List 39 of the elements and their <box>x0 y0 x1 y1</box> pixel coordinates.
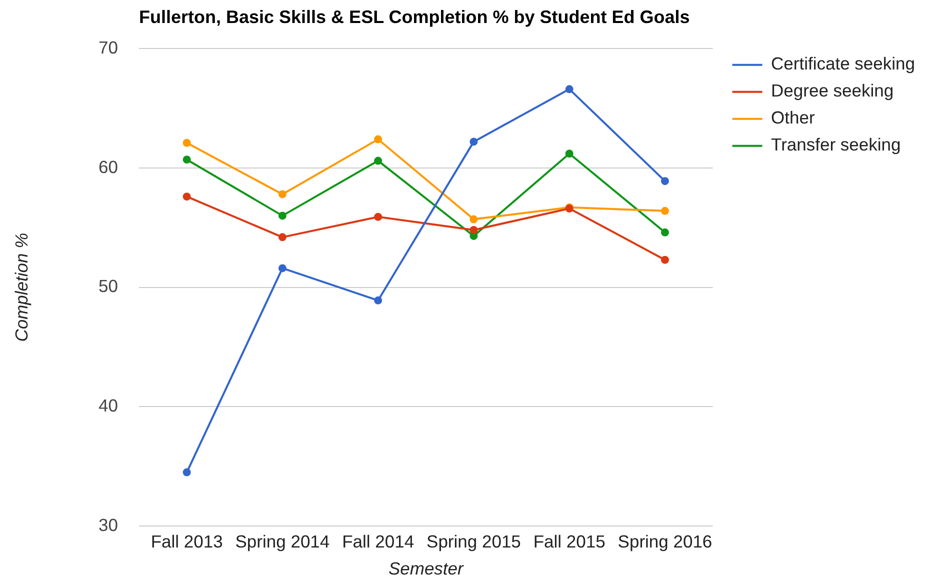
x-tick-label: Fall 2015 <box>533 531 606 552</box>
y-axis-title: Completion % <box>11 232 32 342</box>
point <box>565 150 574 158</box>
y-tick-label: 30 <box>98 514 118 535</box>
legend-label: Other <box>771 108 815 128</box>
point <box>660 228 669 236</box>
point <box>182 156 191 164</box>
x-tick-label: Spring 2015 <box>426 531 521 552</box>
point <box>374 296 382 304</box>
point <box>182 192 191 201</box>
point <box>374 135 382 144</box>
x-tick-label: Spring 2016 <box>618 531 712 552</box>
point <box>278 212 286 220</box>
point <box>374 212 382 221</box>
legend-label: Transfer seeking <box>771 134 901 155</box>
legend-label: Certificate seeking <box>771 54 916 74</box>
point <box>374 156 382 165</box>
y-tick-label: 70 <box>98 37 118 58</box>
x-axis-title: Semester <box>388 558 465 578</box>
chart-title: Fullerton, Basic Skills & ESL Completion % by Student Ed Goals <box>139 6 690 27</box>
point <box>182 138 191 147</box>
y-tick-label: 60 <box>98 156 118 177</box>
point <box>278 190 286 198</box>
point <box>470 215 478 224</box>
point <box>470 138 478 146</box>
point <box>278 264 286 272</box>
y-tick-label: 40 <box>98 395 118 416</box>
point <box>660 177 669 186</box>
point <box>660 256 669 264</box>
point <box>470 226 478 234</box>
x-tick-label: Fall 2013 <box>150 531 223 552</box>
x-tick-label: Fall 2014 <box>342 531 414 552</box>
point <box>565 85 574 94</box>
point <box>660 206 669 215</box>
x-tick-label: Spring 2014 <box>235 531 330 552</box>
point <box>278 233 286 242</box>
point <box>182 468 191 476</box>
legend-label: Degree seeking <box>771 80 894 101</box>
y-tick-label: 50 <box>98 276 118 296</box>
